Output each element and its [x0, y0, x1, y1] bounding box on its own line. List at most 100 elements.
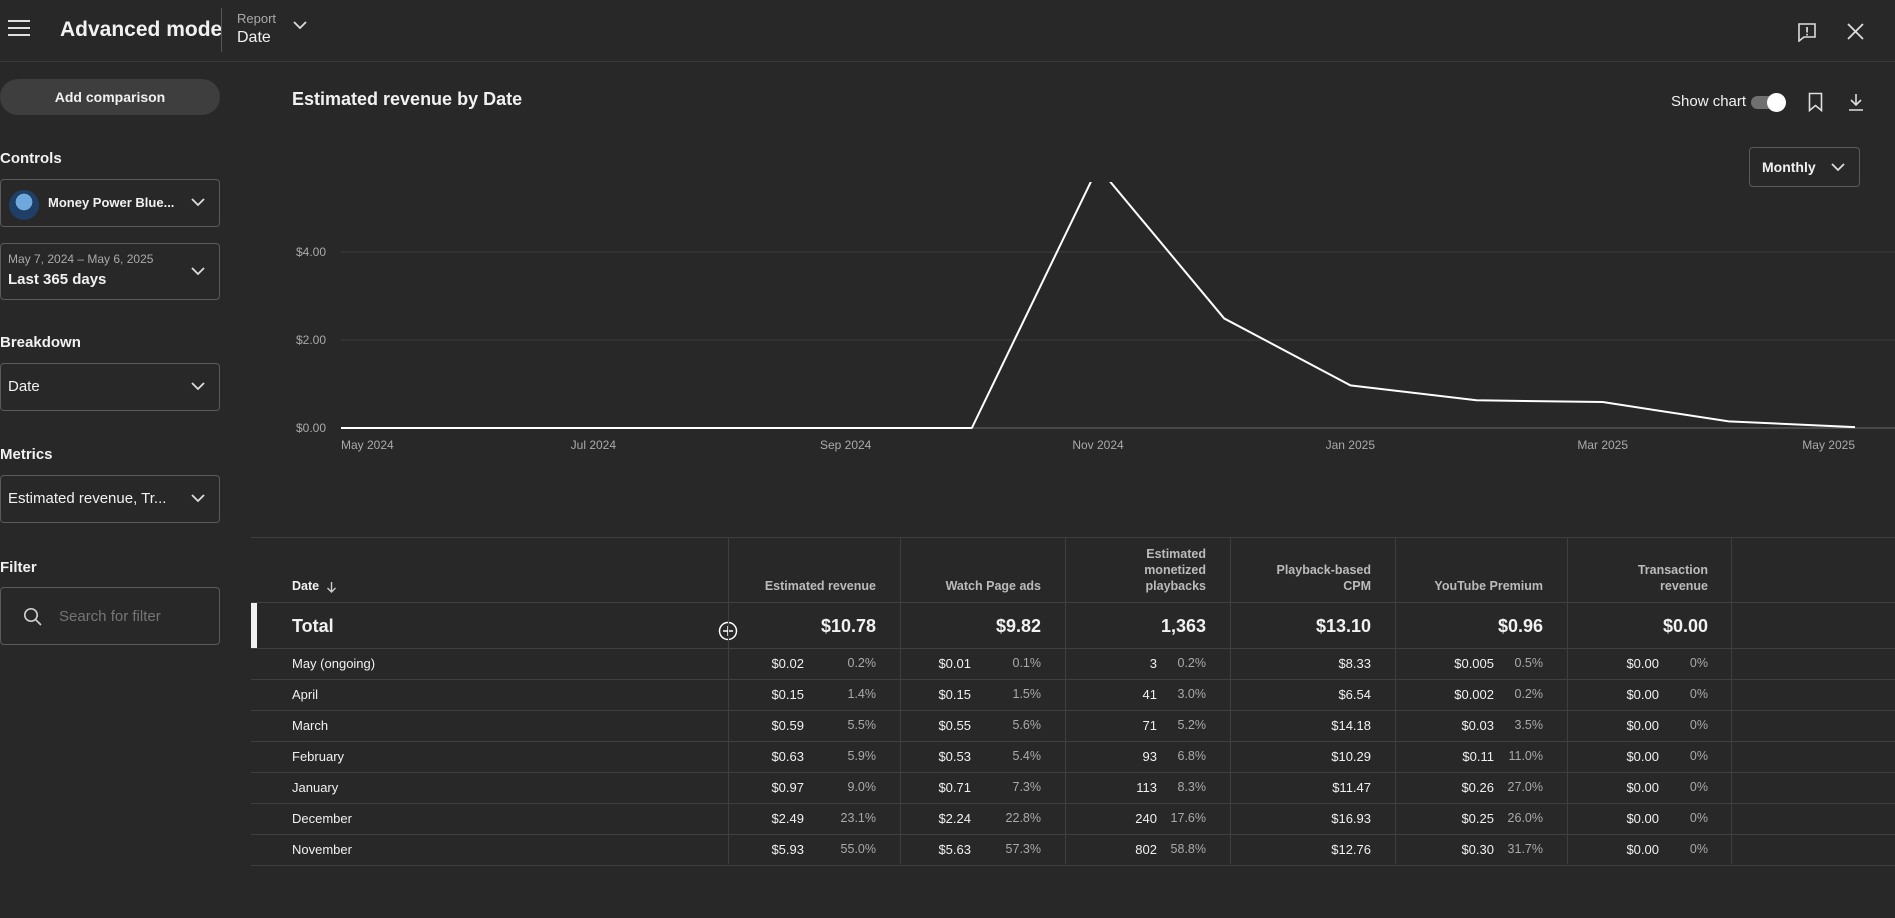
- youtube-premium-header[interactable]: YouTube Premium: [1434, 579, 1543, 593]
- total-transaction-revenue: $0.00: [1662, 616, 1708, 636]
- granularity-select[interactable]: Monthly: [1749, 147, 1860, 187]
- header-line: monetized: [1144, 563, 1206, 577]
- header-line: Transaction: [1637, 563, 1708, 577]
- controls-label: Controls: [0, 150, 62, 167]
- close-icon[interactable]: [1847, 23, 1864, 40]
- transaction-revenue-header[interactable]: Transaction revenue: [1563, 537, 1708, 602]
- y-tick-label: $0.00: [296, 421, 326, 435]
- row-divider: [251, 648, 1895, 649]
- cell-tr_pct: 0%: [1689, 718, 1708, 732]
- cell-cpm: $6.54: [1338, 687, 1371, 702]
- cell-tr: $0.00: [1626, 780, 1659, 795]
- cell-mp: 802: [1135, 842, 1157, 857]
- menu-icon[interactable]: [8, 20, 30, 38]
- cell-prem: $0.03: [1461, 718, 1494, 733]
- filter-search-input[interactable]: [59, 602, 209, 630]
- cell-mp: 93: [1142, 749, 1157, 764]
- filter-search[interactable]: [0, 587, 220, 645]
- y-tick-label: $4.00: [296, 245, 326, 259]
- row-divider: [251, 602, 1895, 603]
- divider: [221, 8, 222, 52]
- column-divider: [1065, 537, 1066, 864]
- add-comparison-button[interactable]: Add comparison: [0, 79, 220, 115]
- cell-wp: $5.63: [938, 842, 971, 857]
- cpm-header[interactable]: Playback-based CPM: [1226, 537, 1372, 602]
- cell-rev: $0.59: [771, 718, 804, 733]
- cell-rev: $0.97: [771, 780, 804, 795]
- row-date: January: [292, 780, 339, 795]
- cell-tr_pct: 0%: [1689, 842, 1708, 856]
- cell-rev_pct: 1.4%: [847, 687, 877, 701]
- channel-name: Money Power Blue...: [48, 195, 175, 210]
- cell-rev_pct: 5.9%: [847, 749, 877, 763]
- cell-wp: $2.24: [938, 811, 971, 826]
- row-divider: [251, 710, 1895, 711]
- header-line: Estimated: [1146, 547, 1206, 561]
- cell-tr: $0.00: [1626, 656, 1659, 671]
- report-label: Report: [237, 11, 277, 26]
- cell-prem: $0.002: [1454, 687, 1494, 702]
- breakdown-select[interactable]: Date: [0, 363, 220, 411]
- chevron-down-icon: [191, 266, 205, 275]
- total-watch-page-ads: $9.82: [995, 616, 1041, 636]
- estimated-revenue-header[interactable]: Estimated revenue: [764, 579, 876, 593]
- x-tick-label: Sep 2024: [820, 438, 872, 452]
- row-date: December: [292, 811, 352, 826]
- feedback-icon[interactable]: [1797, 22, 1817, 42]
- x-tick-label: Jan 2025: [1326, 438, 1376, 452]
- row-divider: [251, 865, 1895, 866]
- cell-rev: $5.93: [771, 842, 804, 857]
- bookmark-icon[interactable]: [1808, 92, 1823, 112]
- cell-tr: $0.00: [1626, 811, 1659, 826]
- sort-arrow-icon[interactable]: [326, 581, 337, 593]
- cell-cpm: $8.33: [1338, 656, 1371, 671]
- cell-mp: 113: [1136, 780, 1157, 795]
- cell-prem_pct: 0.2%: [1514, 687, 1544, 701]
- cell-prem: $0.25: [1461, 811, 1494, 826]
- total-label: Total: [292, 616, 334, 636]
- header-line: CPM: [1343, 579, 1371, 593]
- chart-title: Estimated revenue by Date: [292, 89, 523, 109]
- cell-mp_pct: 58.8%: [1170, 842, 1206, 856]
- column-divider: [1395, 537, 1396, 864]
- x-tick-label: May 2025: [1802, 438, 1855, 452]
- date-column-header[interactable]: Date: [292, 537, 352, 602]
- cell-rev_pct: 23.1%: [840, 811, 876, 825]
- cell-wp: $0.01: [938, 656, 971, 671]
- cell-wp_pct: 7.3%: [1012, 780, 1042, 794]
- total-monetized-playbacks: 1,363: [1160, 616, 1206, 636]
- cell-mp_pct: 5.2%: [1177, 718, 1207, 732]
- cell-wp_pct: 22.8%: [1005, 811, 1041, 825]
- report-value[interactable]: Date: [237, 29, 271, 46]
- download-icon[interactable]: [1848, 93, 1864, 111]
- column-divider: [1230, 537, 1231, 864]
- x-tick-label: Nov 2024: [1072, 438, 1124, 452]
- total-row-indicator: [251, 602, 257, 648]
- cell-wp_pct: 1.5%: [1012, 687, 1042, 701]
- cell-prem_pct: 3.5%: [1514, 718, 1544, 732]
- cell-mp_pct: 3.0%: [1177, 687, 1207, 701]
- cell-tr_pct: 0%: [1689, 656, 1708, 670]
- column-divider: [1731, 537, 1732, 864]
- chevron-down-icon[interactable]: [293, 21, 307, 30]
- chevron-down-icon: [191, 382, 205, 391]
- cell-rev: $0.63: [771, 749, 804, 764]
- row-divider: [251, 834, 1895, 835]
- x-tick-label: May 2024: [341, 438, 394, 452]
- monetized-playbacks-header[interactable]: Estimated monetized playbacks: [1061, 537, 1206, 602]
- cell-rev_pct: 0.2%: [847, 656, 877, 670]
- cell-prem: $0.30: [1461, 842, 1494, 857]
- row-date: March: [292, 718, 329, 733]
- metrics-select[interactable]: Estimated revenue, Tr...: [0, 475, 220, 523]
- cell-tr: $0.00: [1626, 749, 1659, 764]
- cell-wp: $0.55: [938, 718, 971, 733]
- x-tick-label: Mar 2025: [1577, 438, 1628, 452]
- cell-wp: $0.53: [938, 749, 971, 764]
- watch-page-ads-header[interactable]: Watch Page ads: [945, 579, 1041, 593]
- channel-select[interactable]: Money Power Blue...: [0, 179, 220, 227]
- cell-wp_pct: 0.1%: [1012, 656, 1042, 670]
- cell-mp: 41: [1142, 687, 1157, 702]
- top-bar: Advanced mode Report Date: [0, 0, 1895, 62]
- show-chart-toggle[interactable]: [1751, 93, 1787, 112]
- date-range-select[interactable]: May 7, 2024 – May 6, 2025 Last 365 days: [0, 243, 220, 300]
